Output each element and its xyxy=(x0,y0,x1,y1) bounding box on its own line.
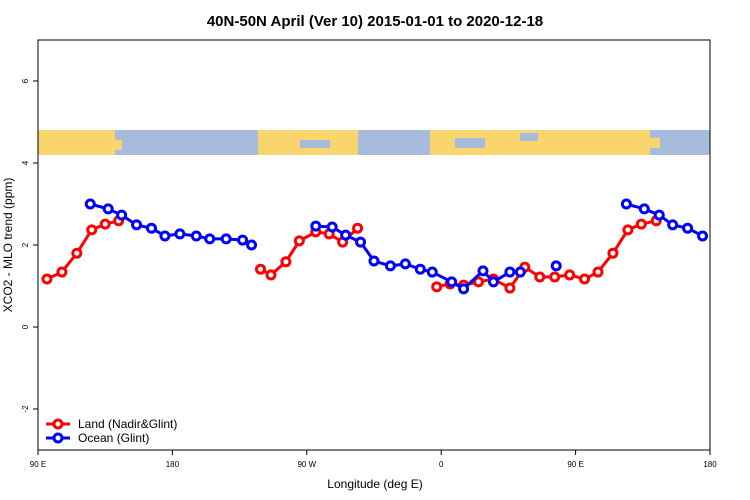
data-point xyxy=(293,235,305,247)
legend-marker xyxy=(52,432,64,444)
data-point xyxy=(431,281,443,293)
data-point xyxy=(487,276,499,288)
legend-label: Land (Nadir&Glint) xyxy=(78,417,177,431)
data-point xyxy=(368,255,380,267)
data-point xyxy=(145,222,157,234)
data-point xyxy=(446,276,458,288)
data-point xyxy=(190,230,202,242)
data-point xyxy=(534,271,546,283)
data-point xyxy=(355,236,367,248)
x-tick-label: 90 E xyxy=(567,460,583,469)
map-strip xyxy=(38,130,710,155)
y-tick-label: -2 xyxy=(21,405,30,413)
data-point xyxy=(564,269,576,281)
legend-marker xyxy=(52,418,64,430)
y-tick-label: 0 xyxy=(21,324,30,329)
x-tick-label: 180 xyxy=(166,460,180,469)
data-point xyxy=(255,263,267,275)
data-point xyxy=(667,219,679,231)
data-point xyxy=(71,247,83,259)
data-point xyxy=(84,198,96,210)
data-point xyxy=(399,258,411,270)
data-point xyxy=(99,218,111,230)
data-point xyxy=(653,209,665,221)
data-point xyxy=(340,229,352,241)
data-point xyxy=(41,273,53,285)
data-point xyxy=(414,263,426,275)
data-point xyxy=(458,283,470,295)
data-point xyxy=(504,282,516,294)
data-point xyxy=(620,198,632,210)
data-point xyxy=(477,265,489,277)
data-point xyxy=(159,230,171,242)
data-point xyxy=(550,260,562,272)
data-point xyxy=(310,220,322,232)
data-point xyxy=(592,266,604,278)
plot-frame xyxy=(37,39,711,451)
x-tick-label: 180 xyxy=(703,460,717,469)
data-point xyxy=(426,266,438,278)
x-tick-label: 90 W xyxy=(297,460,316,469)
x-tick-label: 90 E xyxy=(30,460,46,469)
data-point xyxy=(174,228,186,240)
data-point xyxy=(579,273,591,285)
y-axis-label: XCO2 - MLO trend (ppm) xyxy=(1,178,15,313)
data-point xyxy=(697,230,709,242)
data-point xyxy=(473,276,485,288)
data-point xyxy=(682,222,694,234)
x-axis-label: Longitude (deg E) xyxy=(327,477,422,491)
data-point xyxy=(638,203,650,215)
data-point xyxy=(204,233,216,245)
data-point xyxy=(280,256,292,268)
data-point xyxy=(237,234,249,246)
data-point xyxy=(635,218,647,230)
y-tick-label: 6 xyxy=(21,78,30,83)
x-tick-label: 0 xyxy=(439,460,444,469)
data-point xyxy=(384,260,396,272)
y-tick-label: 2 xyxy=(21,242,30,247)
data-point xyxy=(220,233,232,245)
data-point xyxy=(86,224,98,236)
data-point xyxy=(326,221,338,233)
data-point xyxy=(102,203,114,215)
legend-label: Ocean (Glint) xyxy=(78,431,149,445)
data-point xyxy=(607,247,619,259)
chart-title: 40N-50N April (Ver 10) 2015-01-01 to 202… xyxy=(207,13,543,30)
data-point xyxy=(352,222,364,234)
data-point xyxy=(246,239,258,251)
data-point xyxy=(56,266,68,278)
data-point xyxy=(265,269,277,281)
data-point xyxy=(504,266,516,278)
data-point xyxy=(116,209,128,221)
data-point xyxy=(131,219,143,231)
data-point xyxy=(549,271,561,283)
y-tick-label: 4 xyxy=(21,160,30,165)
data-point xyxy=(514,266,526,278)
data-point xyxy=(622,224,634,236)
